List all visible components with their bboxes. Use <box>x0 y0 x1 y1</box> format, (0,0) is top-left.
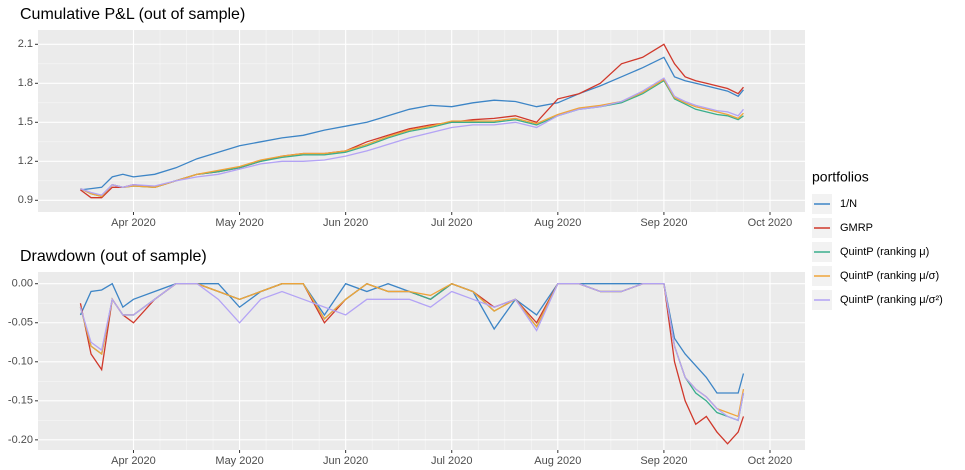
x-tick-label: May 2020 <box>215 217 263 229</box>
x-tick-label: Jun 2020 <box>323 455 368 467</box>
legend-label: QuintP (ranking μ/σ²) <box>840 294 943 306</box>
y-tick-label: 2.1 <box>18 38 33 50</box>
plot-background <box>38 30 805 212</box>
x-tick-label: Aug 2020 <box>534 217 581 229</box>
series-line <box>79 283 745 422</box>
legend-label: QuintP (ranking μ/σ) <box>840 270 939 282</box>
x-tick-label: Jul 2020 <box>431 217 473 229</box>
y-tick-label: -0.10 <box>8 356 33 368</box>
legend-label: GMRP <box>840 222 873 234</box>
series-line <box>80 56 744 191</box>
y-tick-label: 0.00 <box>12 278 33 290</box>
x-tick-label: Apr 2020 <box>111 217 156 229</box>
y-tick-label: -0.20 <box>8 434 33 446</box>
y-tick-label: -0.05 <box>8 317 33 329</box>
y-tick-label: 0.9 <box>18 194 33 206</box>
legend-title: portfolios <box>812 169 869 185</box>
x-tick-label: Oct 2020 <box>748 455 793 467</box>
x-tick-label: May 2020 <box>215 455 263 467</box>
x-tick-label: Apr 2020 <box>111 455 156 467</box>
series-line <box>80 77 744 196</box>
panel-title: Drawdown (out of sample) <box>20 248 207 265</box>
series-line <box>80 78 744 198</box>
x-tick-label: Jul 2020 <box>431 455 473 467</box>
x-tick-label: Aug 2020 <box>534 455 581 467</box>
x-tick-label: Sep 2020 <box>640 455 687 467</box>
x-tick-label: Jun 2020 <box>323 217 368 229</box>
y-tick-label: 1.5 <box>18 116 33 128</box>
y-tick-label: 1.2 <box>18 155 33 167</box>
y-tick-label: -0.15 <box>8 395 33 407</box>
x-tick-label: Oct 2020 <box>748 217 793 229</box>
panel-title: Cumulative P&L (out of sample) <box>20 6 245 23</box>
x-tick-label: Sep 2020 <box>640 217 687 229</box>
legend-label: QuintP (ranking μ) <box>840 246 929 258</box>
legend-label: 1/N <box>840 198 857 210</box>
y-tick-label: 1.8 <box>18 77 33 89</box>
plot-background <box>38 272 805 450</box>
